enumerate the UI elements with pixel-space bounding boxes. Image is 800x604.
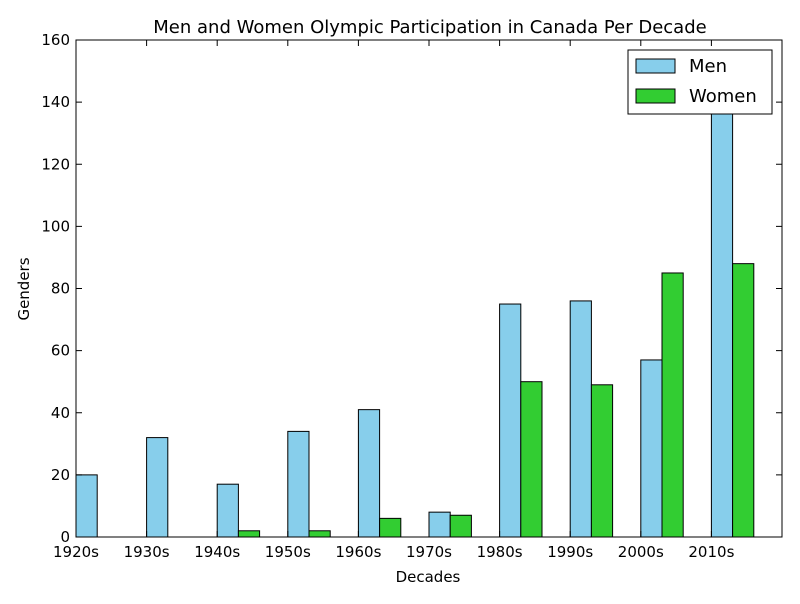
bar-men-1930s bbox=[146, 437, 169, 538]
x-tick-label: 1930s bbox=[124, 543, 170, 561]
legend: Men Women bbox=[627, 49, 773, 115]
y-tick-label: 80 bbox=[51, 280, 70, 298]
y-axis-label: Genders bbox=[15, 257, 33, 320]
x-tick-label: 1990s bbox=[547, 543, 593, 561]
y-tick-label: 40 bbox=[51, 404, 70, 422]
x-tick-label: 1960s bbox=[335, 543, 381, 561]
bar-men-1950s bbox=[287, 430, 310, 538]
x-axis-label: Decades bbox=[396, 568, 461, 586]
bar-men-1940s bbox=[216, 483, 239, 538]
bar-women-1990s bbox=[590, 384, 614, 538]
bars-group bbox=[75, 101, 755, 538]
y-tick-label: 160 bbox=[41, 31, 70, 49]
x-tick-label: 2010s bbox=[688, 543, 734, 561]
bar-men-1960s bbox=[357, 409, 381, 538]
bar-women-1970s bbox=[449, 514, 472, 538]
x-tick-label: 1950s bbox=[265, 543, 311, 561]
y-tick-label: 20 bbox=[51, 466, 70, 484]
y-tick-label: 140 bbox=[41, 93, 70, 111]
bar-women-2000s bbox=[661, 272, 684, 538]
bar-women-1960s bbox=[379, 517, 402, 538]
legend-swatch-men bbox=[635, 58, 676, 74]
bar-men-2010s bbox=[710, 101, 734, 538]
x-tick-label: 1980s bbox=[477, 543, 523, 561]
chart-title: Men and Women Olympic Participation in C… bbox=[153, 17, 706, 38]
y-tick-label: 0 bbox=[60, 528, 70, 546]
x-tick-label: 1940s bbox=[194, 543, 240, 561]
bar-men-1980s bbox=[499, 303, 522, 538]
x-tick-label: 2000s bbox=[618, 543, 664, 561]
bar-women-2010s bbox=[732, 263, 755, 538]
y-tick-label: 120 bbox=[41, 155, 70, 173]
y-tick-label: 100 bbox=[41, 217, 70, 235]
bar-men-1990s bbox=[569, 300, 592, 538]
bar-women-1940s bbox=[237, 530, 261, 538]
legend-label-men: Men bbox=[689, 56, 727, 77]
bar-men-1970s bbox=[428, 511, 451, 538]
x-tick-label: 1920s bbox=[53, 543, 99, 561]
y-axis: 0 20 40 60 80 100 120 140 160 bbox=[41, 31, 782, 546]
legend-label-women: Women bbox=[689, 86, 757, 107]
bar-men-2000s bbox=[640, 359, 663, 538]
bar-women-1950s bbox=[308, 530, 331, 538]
bar-men-1920s bbox=[75, 474, 98, 538]
bar-women-1980s bbox=[520, 381, 543, 538]
x-tick-label: 1970s bbox=[406, 543, 452, 561]
x-axis: 1920s 1930s 1940s 1950s 1960s 1970s 1980s 1990s… bbox=[53, 40, 735, 561]
y-tick-label: 60 bbox=[51, 342, 70, 360]
legend-swatch-women bbox=[635, 88, 676, 104]
